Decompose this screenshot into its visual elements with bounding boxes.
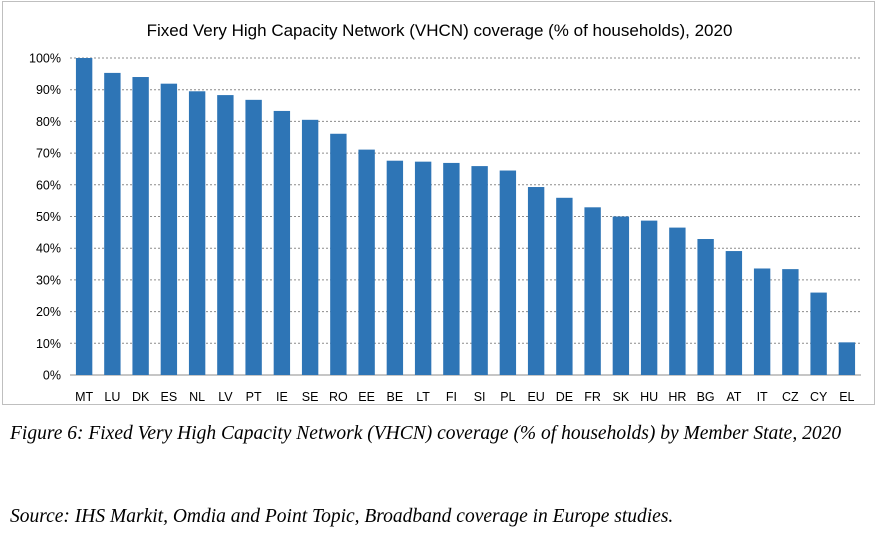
- source-caption: Source: IHS Markit, Omdia and Point Topi…: [10, 506, 674, 527]
- y-tick-label: 30%: [36, 273, 61, 287]
- x-tick-label: NL: [189, 390, 205, 404]
- y-tick-label: 60%: [36, 178, 61, 192]
- x-tick-label: IE: [276, 390, 288, 404]
- bar-se: [301, 119, 319, 375]
- y-tick-label: 100%: [29, 52, 61, 66]
- x-tick-label: SI: [474, 390, 486, 404]
- x-tick-label: ES: [161, 390, 178, 404]
- bars: [75, 58, 856, 376]
- x-tick-label: BG: [697, 390, 715, 404]
- x-tick-label: FI: [446, 390, 457, 404]
- x-tick-label: MT: [75, 390, 93, 404]
- bar-lu: [104, 72, 121, 376]
- bar-ro: [330, 133, 347, 375]
- y-tick-label: 20%: [36, 305, 61, 319]
- y-axis-ticks: 0% 10% 20% 30% 40% 50% 60% 70% 80% 90% 100%: [29, 52, 61, 383]
- bar-nl: [188, 91, 206, 375]
- bar-ie: [273, 110, 291, 376]
- y-tick-label: 80%: [36, 115, 61, 129]
- bar-eu: [527, 187, 545, 375]
- x-tick-label: EL: [839, 390, 854, 404]
- bar-dk: [132, 77, 149, 376]
- x-tick-label: PL: [500, 390, 515, 404]
- x-tick-label: EE: [358, 390, 375, 404]
- x-tick-label: CZ: [782, 390, 799, 404]
- chart-title: Fixed Very High Capacity Network (VHCN) …: [146, 21, 733, 40]
- x-axis-ticks: MT LU DK ES NL LV PT IE SE RO EE BE LT FI SI PL EU DE FR SK…: [75, 390, 854, 404]
- bar-it: [753, 268, 771, 375]
- x-tick-label: CY: [810, 390, 828, 404]
- x-tick-label: BE: [387, 390, 404, 404]
- x-tick-label: HR: [668, 390, 686, 404]
- figure-caption: Figure 6: Fixed Very High Capacity Netwo…: [10, 423, 842, 444]
- bar-el: [838, 342, 856, 375]
- bar-be: [386, 160, 404, 375]
- bar-si: [471, 166, 488, 375]
- x-tick-label: IT: [757, 390, 768, 404]
- bar-fi: [443, 162, 460, 375]
- bar-chart: 0% 10% 20% 30% 40% 50% 60% 70% 80% 90% 100% MT LU DK…: [29, 52, 861, 404]
- bar-cz: [782, 269, 799, 375]
- y-tick-label: 40%: [36, 242, 61, 256]
- bar-mt: [75, 58, 93, 375]
- bar-es: [160, 83, 178, 375]
- y-tick-label: 0%: [43, 369, 61, 383]
- bar-hu: [640, 220, 658, 375]
- x-tick-label: SE: [302, 390, 319, 404]
- x-tick-label: SK: [613, 390, 630, 404]
- x-tick-label: EU: [527, 390, 544, 404]
- x-tick-label: LT: [416, 390, 430, 404]
- bar-ee: [358, 149, 375, 375]
- gridlines: [70, 57, 861, 376]
- x-tick-label: RO: [329, 390, 348, 404]
- x-tick-label: AT: [726, 390, 741, 404]
- bar-pl: [499, 170, 517, 375]
- bar-fr: [584, 207, 601, 375]
- bar-lv: [217, 95, 234, 376]
- bar-lt: [414, 161, 432, 375]
- bar-bg: [697, 239, 714, 375]
- x-tick-label: PT: [246, 390, 262, 404]
- bar-sk: [612, 216, 630, 375]
- x-tick-label: HU: [640, 390, 658, 404]
- bar-pt: [245, 99, 262, 376]
- y-tick-label: 70%: [36, 147, 61, 161]
- bar-cy: [810, 292, 827, 375]
- x-tick-label: FR: [584, 390, 601, 404]
- chart-frame: Fixed Very High Capacity Network (VHCN) …: [2, 1, 875, 405]
- x-tick-label: LU: [104, 390, 120, 404]
- x-tick-label: DK: [132, 390, 150, 404]
- y-tick-label: 50%: [36, 210, 61, 224]
- x-tick-label: LV: [218, 390, 233, 404]
- bar-at: [725, 251, 743, 375]
- y-tick-label: 90%: [36, 83, 61, 97]
- bar-de: [556, 197, 573, 375]
- bar-hr: [669, 227, 686, 375]
- x-tick-label: DE: [556, 390, 573, 404]
- y-tick-label: 10%: [36, 337, 61, 351]
